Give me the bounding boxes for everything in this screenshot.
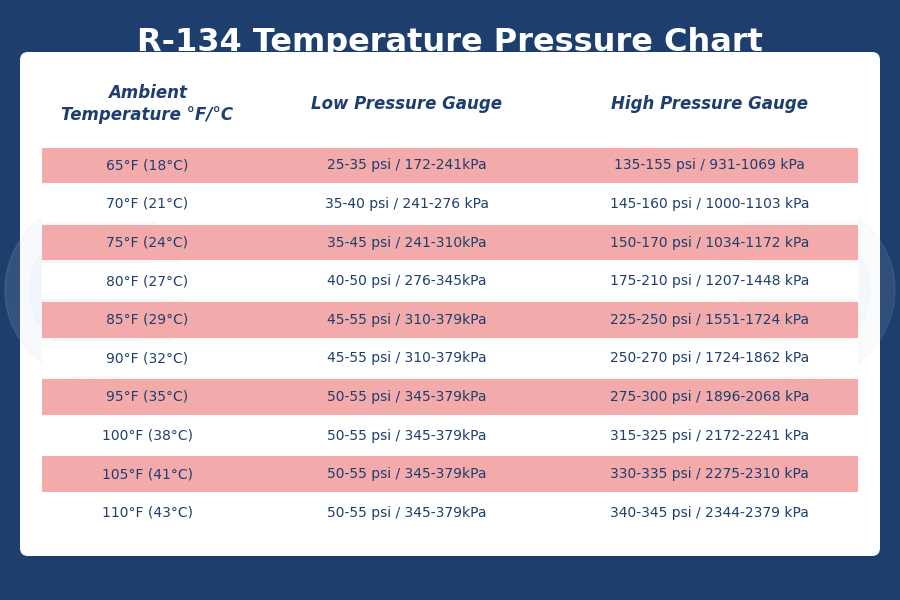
Text: 330-335 psi / 2275-2310 kPa: 330-335 psi / 2275-2310 kPa xyxy=(610,467,809,481)
Circle shape xyxy=(740,225,870,355)
Text: 80°F (27°C): 80°F (27°C) xyxy=(106,274,188,288)
Text: 175-210 psi / 1207-1448 kPa: 175-210 psi / 1207-1448 kPa xyxy=(610,274,809,288)
Circle shape xyxy=(30,225,160,355)
Text: 25-35 psi / 172-241kPa: 25-35 psi / 172-241kPa xyxy=(327,158,487,172)
Bar xyxy=(42,418,858,454)
Bar xyxy=(42,341,858,376)
Text: 75°F (24°C): 75°F (24°C) xyxy=(106,236,188,250)
Text: 50-55 psi / 345-379kPa: 50-55 psi / 345-379kPa xyxy=(327,428,487,443)
Circle shape xyxy=(5,200,185,380)
Text: 315-325 psi / 2172-2241 kPa: 315-325 psi / 2172-2241 kPa xyxy=(610,428,809,443)
Text: 250-270 psi / 1724-1862 kPa: 250-270 psi / 1724-1862 kPa xyxy=(610,352,809,365)
Bar xyxy=(42,263,858,299)
Text: Low Pressure Gauge: Low Pressure Gauge xyxy=(311,95,502,113)
Text: 110°F (43°C): 110°F (43°C) xyxy=(102,506,193,520)
Circle shape xyxy=(715,200,895,380)
Text: R-134 Temperature Pressure Chart: R-134 Temperature Pressure Chart xyxy=(137,26,763,58)
Text: 95°F (35°C): 95°F (35°C) xyxy=(106,390,188,404)
Text: 225-250 psi / 1551-1724 kPa: 225-250 psi / 1551-1724 kPa xyxy=(610,313,809,327)
Bar xyxy=(42,186,858,222)
Bar xyxy=(42,379,858,415)
Text: 40-50 psi / 276-345kPa: 40-50 psi / 276-345kPa xyxy=(327,274,487,288)
Text: 145-160 psi / 1000-1103 kPa: 145-160 psi / 1000-1103 kPa xyxy=(610,197,809,211)
FancyBboxPatch shape xyxy=(20,52,880,556)
Text: High Pressure Gauge: High Pressure Gauge xyxy=(611,95,808,113)
Text: 35-45 psi / 241-310kPa: 35-45 psi / 241-310kPa xyxy=(327,236,487,250)
Text: 65°F (18°C): 65°F (18°C) xyxy=(106,158,188,172)
Text: 50-55 psi / 345-379kPa: 50-55 psi / 345-379kPa xyxy=(327,467,487,481)
Text: 275-300 psi / 1896-2068 kPa: 275-300 psi / 1896-2068 kPa xyxy=(610,390,809,404)
Text: 100°F (38°C): 100°F (38°C) xyxy=(102,428,193,443)
Text: 340-345 psi / 2344-2379 kPa: 340-345 psi / 2344-2379 kPa xyxy=(610,506,809,520)
Text: 90°F (32°C): 90°F (32°C) xyxy=(106,352,188,365)
Bar xyxy=(42,225,858,260)
Bar xyxy=(42,495,858,530)
Text: 70°F (21°C): 70°F (21°C) xyxy=(106,197,188,211)
Bar xyxy=(42,457,858,492)
Text: 45-55 psi / 310-379kPa: 45-55 psi / 310-379kPa xyxy=(327,313,487,327)
Text: 105°F (41°C): 105°F (41°C) xyxy=(102,467,193,481)
Text: 150-170 psi / 1034-1172 kPa: 150-170 psi / 1034-1172 kPa xyxy=(610,236,809,250)
Text: 45-55 psi / 310-379kPa: 45-55 psi / 310-379kPa xyxy=(327,352,487,365)
Bar xyxy=(42,302,858,338)
Text: 135-155 psi / 931-1069 kPa: 135-155 psi / 931-1069 kPa xyxy=(614,158,805,172)
Text: 50-55 psi / 345-379kPa: 50-55 psi / 345-379kPa xyxy=(327,390,487,404)
Text: Ambient
Temperature °F/°C: Ambient Temperature °F/°C xyxy=(61,84,233,124)
Bar xyxy=(42,148,858,183)
Text: 85°F (29°C): 85°F (29°C) xyxy=(106,313,188,327)
Text: 35-40 psi / 241-276 kPa: 35-40 psi / 241-276 kPa xyxy=(325,197,489,211)
Text: 50-55 psi / 345-379kPa: 50-55 psi / 345-379kPa xyxy=(327,506,487,520)
Text: Ambient Temp is the Outside Atmospheric Temperature: Ambient Temp is the Outside Atmospheric … xyxy=(200,560,700,575)
